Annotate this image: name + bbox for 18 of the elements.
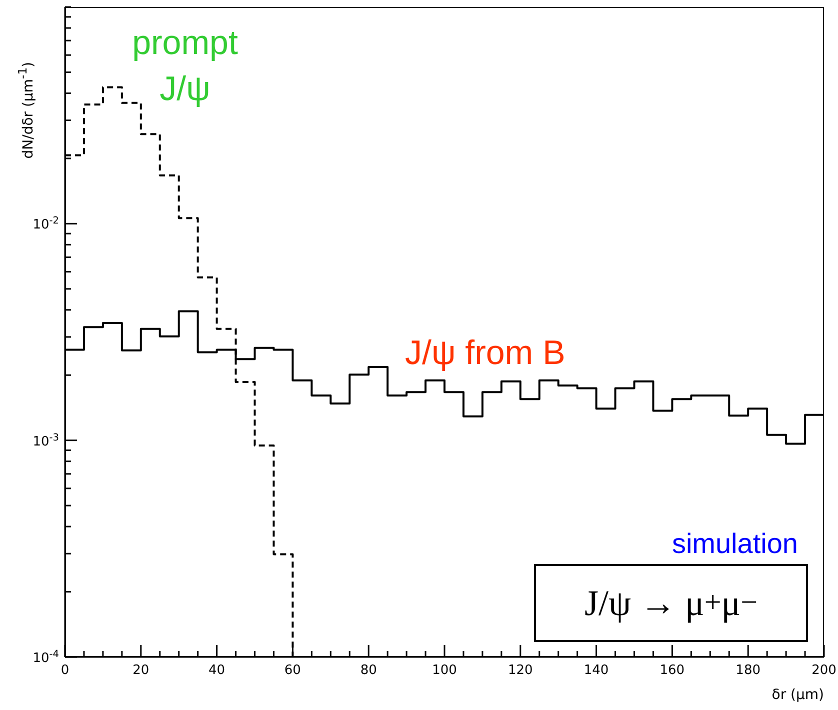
x-tick-label: 80 (359, 663, 378, 678)
y-tick-label: 10$^{-3}$ (32, 432, 59, 450)
x-tick-label: 160 (658, 663, 686, 678)
y-tick-label: 10$^{-2}$ (32, 215, 59, 233)
annotation: simulation (672, 528, 798, 560)
x-tick-label: 40 (208, 663, 226, 678)
x-tick-label: 120 (506, 663, 534, 678)
x-tick-label: 100 (431, 663, 458, 678)
y-tick-label: 10$^{-4}$ (32, 648, 59, 666)
x-tick-label: 60 (283, 663, 302, 678)
x-axis-title: δr (μm) (772, 687, 824, 703)
x-tick-label: 200 (810, 663, 838, 678)
x-tick-label: 20 (132, 663, 150, 678)
x-tick-label: 180 (734, 663, 762, 678)
x-tick-label: 140 (582, 663, 610, 678)
x-tick-label: 0 (60, 663, 70, 678)
series-label: J/ψ from B (405, 333, 566, 374)
series-label: prompt J/ψ (131, 23, 239, 110)
